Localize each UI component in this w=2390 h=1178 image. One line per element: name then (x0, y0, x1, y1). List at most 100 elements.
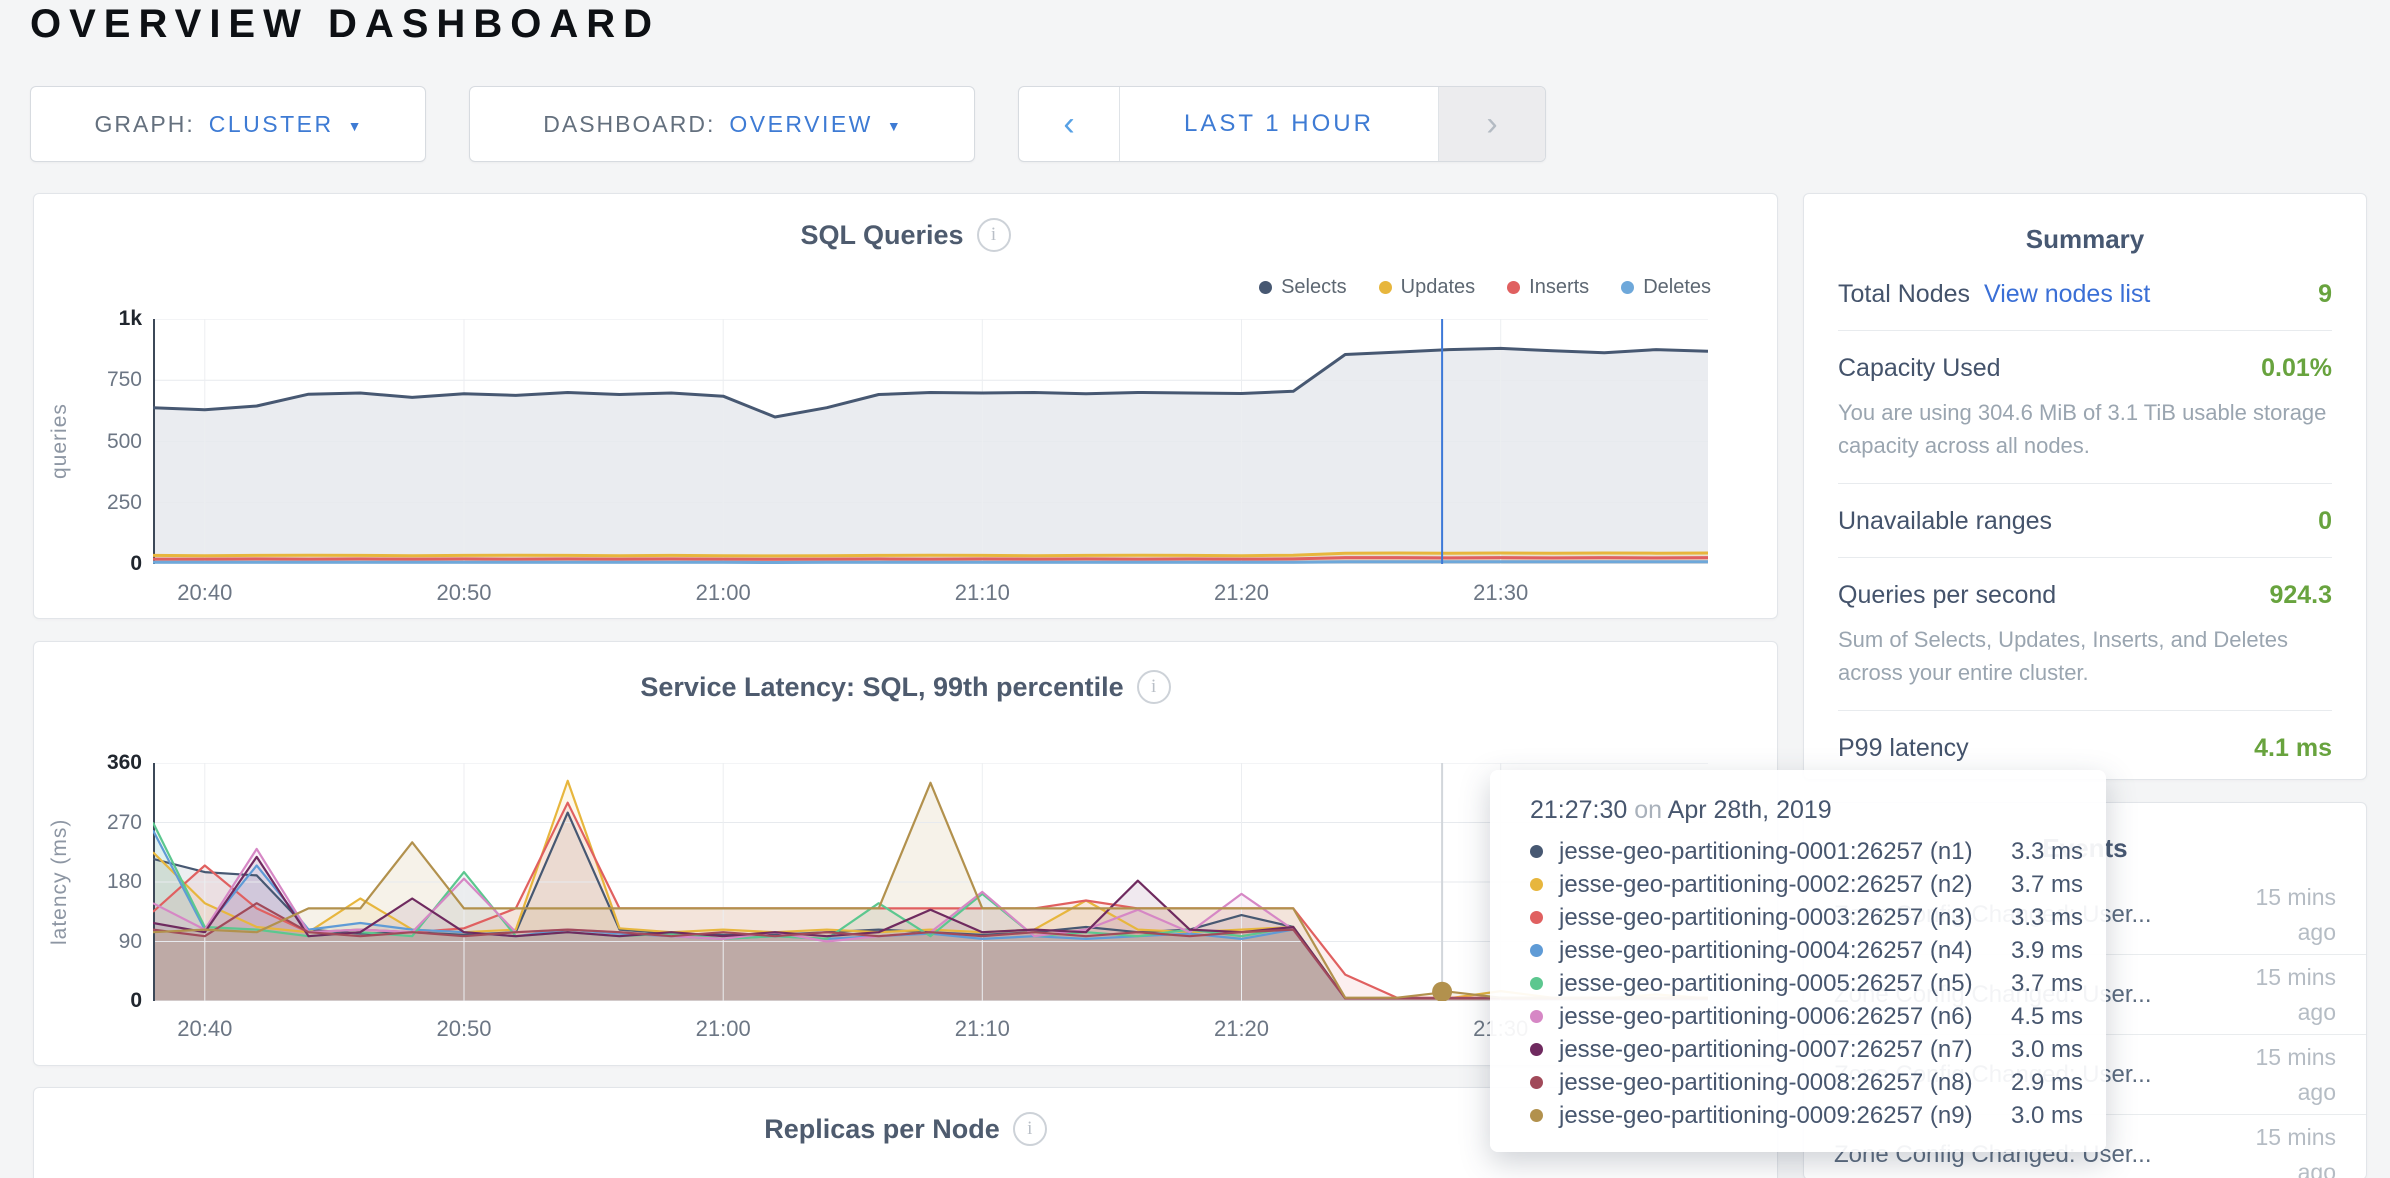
x-tick-label: 20:40 (177, 1016, 233, 1041)
service-latency-chart[interactable] (153, 763, 1708, 1001)
event-time: 15 mins ago (2255, 964, 2336, 1025)
Inserts-line (153, 556, 1708, 561)
tooltip-node-row: jesse-geo-partitioning-0006:26257 (n6) 4.… (1530, 1000, 2106, 1033)
node-color-dot (1530, 845, 1543, 858)
graph-dropdown[interactable]: GRAPH: CLUSTER ▼ (30, 86, 426, 162)
legend-item-deletes[interactable]: Deletes (1621, 276, 1711, 299)
node-color-dot (1530, 1109, 1543, 1122)
dashboard-dropdown-value: OVERVIEW (729, 110, 873, 137)
info-icon[interactable]: i (1012, 1112, 1047, 1146)
capacity-used-value: 0.01% (2261, 354, 2332, 382)
node-latency-value: 2.9 ms (2011, 1068, 2084, 1096)
x-tick-label: 21:20 (1213, 1016, 1270, 1041)
y-tick-label: 270 (106, 810, 142, 834)
info-icon[interactable]: i (1136, 670, 1171, 704)
node-latency-value: 3.3 ms (2011, 837, 2084, 865)
legend-label: Inserts (1529, 276, 1590, 298)
p99-latency-label: P99 latency (1838, 734, 1969, 762)
x-tick-label: 21:30 (1473, 580, 1529, 605)
time-range-selector: ‹ LAST 1 HOUR › (1018, 86, 1546, 162)
tooltip-time: 21:27:30 (1530, 796, 1628, 824)
info-icon[interactable]: i (976, 218, 1011, 252)
unavailable-ranges-label: Unavailable ranges (1838, 507, 2053, 535)
node-name: jesse-geo-partitioning-0008:26257 (n8) (1559, 1068, 1973, 1096)
page-title: OVERVIEW DASHBOARD (30, 2, 660, 46)
legend-label: Updates (1400, 276, 1476, 298)
node-name: jesse-geo-partitioning-0002:26257 (n2) (1559, 870, 1973, 898)
sql-queries-chart[interactable] (153, 319, 1708, 564)
time-next-button[interactable]: › (1438, 87, 1545, 161)
legend-dot (1507, 281, 1521, 294)
graph-dropdown-label: GRAPH: (94, 110, 195, 137)
node-latency-value: 3.3 ms (2011, 903, 2084, 931)
sql-queries-card: SQL Queries i Selects Updates Inserts Delet… (33, 193, 1778, 619)
x-tick-label: 20:50 (436, 1016, 492, 1041)
queries-per-second-value: 924.3 (2269, 581, 2332, 609)
legend-item-inserts[interactable]: Inserts (1507, 276, 1589, 299)
node-latency-value: 3.7 ms (2011, 969, 2084, 997)
total-nodes-value: 9 (2318, 280, 2332, 308)
y-tick-label: 360 (106, 751, 142, 774)
node-color-dot (1530, 944, 1543, 957)
sql-queries-title: SQL Queries (800, 219, 964, 250)
n5-area (153, 822, 1708, 1001)
dashboard-dropdown[interactable]: DASHBOARD: OVERVIEW ▼ (469, 86, 975, 162)
time-prev-button[interactable]: ‹ (1019, 87, 1120, 161)
unavailable-ranges-value: 0 (2318, 507, 2332, 535)
latency-y-ticks: 0 90 180 270 360 (64, 751, 142, 1012)
node-latency-value: 3.7 ms (2011, 870, 2084, 898)
legend-label: Selects (1281, 276, 1347, 298)
Selects-line (153, 346, 1708, 419)
chevron-down-icon: ▼ (347, 118, 362, 134)
node-name: jesse-geo-partitioning-0004:26257 (n4) (1559, 936, 1973, 964)
node-color-dot (1530, 1076, 1543, 1089)
legend-item-updates[interactable]: Updates (1378, 276, 1476, 299)
tooltip-node-row: jesse-geo-partitioning-0001:26257 (n1) 3.… (1530, 835, 2106, 868)
node-latency-value: 4.5 ms (2011, 1002, 2084, 1030)
x-tick-label: 21:00 (695, 1016, 751, 1041)
capacity-used-description: You are using 304.6 MiB of 3.1 TiB usabl… (1838, 400, 2327, 458)
legend-label: Deletes (1643, 276, 1711, 298)
tooltip-node-row: jesse-geo-partitioning-0008:26257 (n8) 2.… (1530, 1066, 2106, 1099)
node-latency-value: 3.0 ms (2011, 1035, 2084, 1063)
y-tick-label: 0 (130, 552, 142, 575)
chart-hover-tooltip: 21:27:30 on Apr 28th, 2019 jesse-geo-par… (1490, 770, 2106, 1152)
time-range-value[interactable]: LAST 1 HOUR (1184, 110, 1374, 137)
tooltip-on-text: on (1634, 796, 1663, 824)
node-name: jesse-geo-partitioning-0009:26257 (n9) (1559, 1101, 1973, 1129)
x-tick-label: 21:00 (695, 580, 751, 605)
tooltip-node-row: jesse-geo-partitioning-0002:26257 (n2) 3.… (1530, 868, 2106, 901)
sql-y-ticks: 0 250 500 750 1k (64, 307, 142, 575)
total-nodes-label: Total Nodes (1838, 280, 1971, 308)
summary-row-queries-per-second: Queries per second 924.3 Sum of Selects,… (1838, 558, 2332, 711)
n9-area (153, 782, 1708, 1001)
node-name: jesse-geo-partitioning-0001:26257 (n1) (1559, 837, 1973, 865)
x-tick-label: 21:20 (1213, 580, 1270, 605)
node-name: jesse-geo-partitioning-0003:26257 (n3) (1559, 903, 1973, 931)
node-latency-value: 3.9 ms (2011, 936, 2084, 964)
node-name: jesse-geo-partitioning-0005:26257 (n5) (1559, 969, 1973, 997)
tooltip-node-row: jesse-geo-partitioning-0007:26257 (n7) 3.… (1530, 1033, 2106, 1066)
node-color-dot (1530, 977, 1543, 990)
view-nodes-list-link[interactable]: View nodes list (1984, 280, 2151, 308)
n4-area (153, 830, 1708, 1001)
x-tick-label: 21:10 (954, 1016, 1010, 1041)
y-tick-label: 90 (118, 929, 142, 953)
chevron-down-icon: ▼ (886, 118, 901, 134)
summary-row-unavailable-ranges: Unavailable ranges 0 (1838, 484, 2332, 558)
tooltip-node-list: jesse-geo-partitioning-0001:26257 (n1) 3.… (1530, 835, 2106, 1132)
sql-legend: Selects Updates Inserts Deletes (1259, 276, 1711, 299)
legend-dot (1259, 281, 1273, 294)
dashboard-dropdown-label: DASHBOARD: (543, 110, 716, 137)
legend-item-selects[interactable]: Selects (1259, 276, 1347, 299)
n1-area (153, 812, 1708, 1001)
Selects-area (153, 348, 1708, 564)
event-time: 15 mins ago (2255, 884, 2336, 945)
n8-area (153, 903, 1708, 1001)
node-name: jesse-geo-partitioning-0007:26257 (n7) (1559, 1035, 1973, 1063)
node-color-dot (1530, 911, 1543, 924)
y-tick-label: 750 (106, 368, 142, 392)
tooltip-node-row: jesse-geo-partitioning-0004:26257 (n4) 3.… (1530, 934, 2106, 967)
